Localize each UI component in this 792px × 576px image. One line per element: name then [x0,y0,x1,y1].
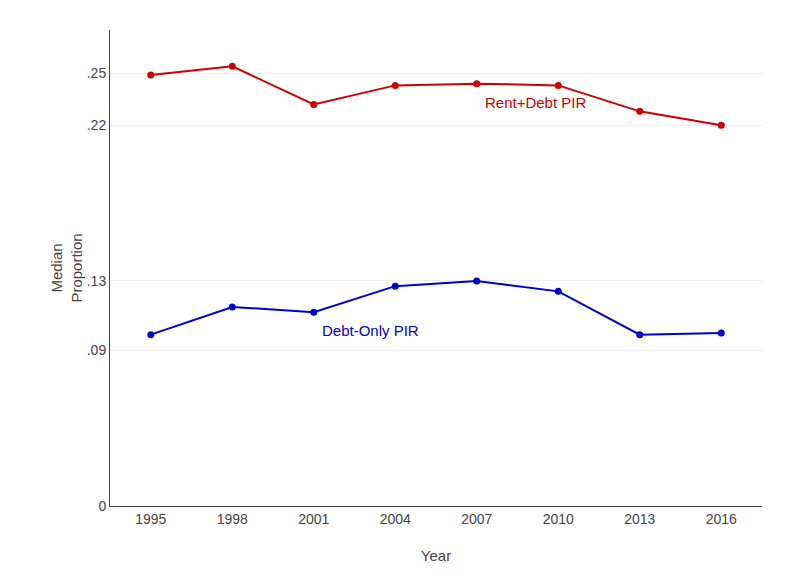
svg-text:.22: .22 [87,117,107,133]
svg-text:1998: 1998 [217,511,248,527]
svg-text:2001: 2001 [298,511,329,527]
svg-text:.13: .13 [87,273,107,289]
svg-text:.09: .09 [87,342,107,358]
svg-text:2016: 2016 [706,511,737,527]
svg-text:Year: Year [421,547,451,564]
svg-text:.25: .25 [87,65,107,81]
svg-text:MedianProportion: MedianProportion [48,233,85,302]
svg-text:2004: 2004 [380,511,411,527]
svg-text:1995: 1995 [135,511,166,527]
svg-text:2013: 2013 [624,511,655,527]
svg-text:2007: 2007 [461,511,492,527]
svg-text:0: 0 [98,498,106,514]
svg-text:2010: 2010 [543,511,574,527]
svg-text:Rent+Debt PIR: Rent+Debt PIR [485,94,586,111]
svg-text:Debt-Only PIR: Debt-Only PIR [322,322,419,339]
